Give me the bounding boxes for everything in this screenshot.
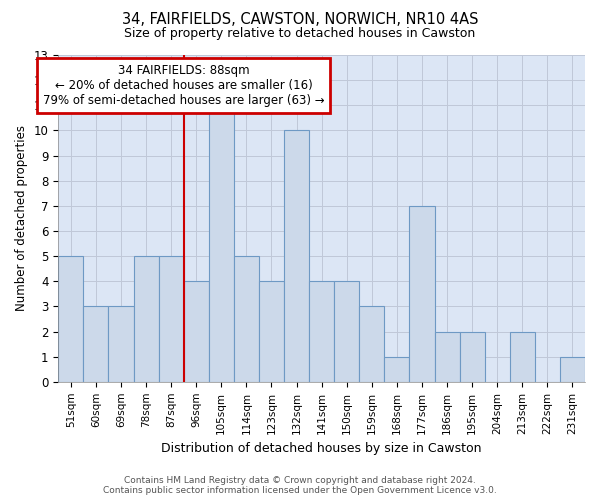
Y-axis label: Number of detached properties: Number of detached properties	[15, 126, 28, 312]
Bar	[284, 130, 309, 382]
Bar	[510, 332, 535, 382]
Bar	[259, 282, 284, 382]
Bar	[58, 256, 83, 382]
Bar	[309, 282, 334, 382]
Bar	[134, 256, 158, 382]
Bar	[460, 332, 485, 382]
X-axis label: Distribution of detached houses by size in Cawston: Distribution of detached houses by size …	[161, 442, 482, 455]
Text: 34 FAIRFIELDS: 88sqm
← 20% of detached houses are smaller (16)
79% of semi-detac: 34 FAIRFIELDS: 88sqm ← 20% of detached h…	[43, 64, 325, 107]
Text: Contains HM Land Registry data © Crown copyright and database right 2024.
Contai: Contains HM Land Registry data © Crown c…	[103, 476, 497, 495]
Bar	[434, 332, 460, 382]
Bar	[359, 306, 385, 382]
Bar	[234, 256, 259, 382]
Bar	[334, 282, 359, 382]
Bar	[83, 306, 109, 382]
Bar	[158, 256, 184, 382]
Bar	[109, 306, 134, 382]
Bar	[385, 356, 409, 382]
Bar	[184, 282, 209, 382]
Bar	[560, 356, 585, 382]
Bar	[209, 106, 234, 382]
Bar	[409, 206, 434, 382]
Text: 34, FAIRFIELDS, CAWSTON, NORWICH, NR10 4AS: 34, FAIRFIELDS, CAWSTON, NORWICH, NR10 4…	[122, 12, 478, 28]
Text: Size of property relative to detached houses in Cawston: Size of property relative to detached ho…	[124, 28, 476, 40]
